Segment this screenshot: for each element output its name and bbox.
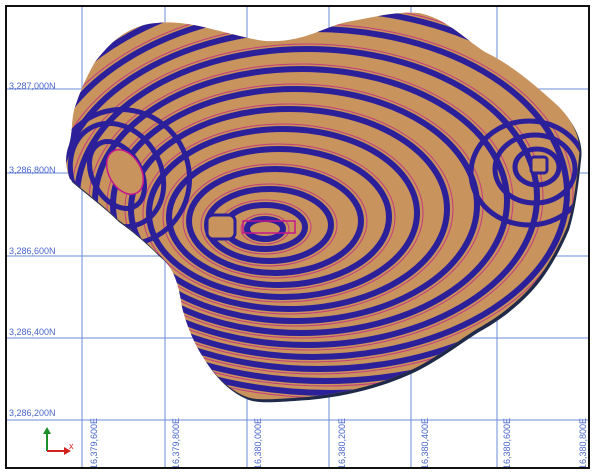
peak-contour	[242, 220, 296, 234]
contour-line	[492, 132, 578, 206]
northing-label: 3,286,600N	[9, 246, 56, 256]
peak-contour	[105, 148, 145, 196]
axis-indicator: x	[43, 427, 93, 461]
contour-line	[182, 163, 368, 279]
peak-contours	[105, 148, 549, 241]
map-viewport[interactable]: 3,287,000N 3,286,800N 3,286,600N 3,286,4…	[5, 5, 590, 469]
contour-line	[186, 166, 364, 276]
contour-line	[244, 216, 286, 242]
easting-label: 16,380,800E	[578, 417, 588, 469]
contour-line	[66, 12, 580, 372]
easting-label: 16,380,000E	[253, 417, 263, 469]
easting-label: 16,380,600E	[502, 417, 512, 469]
contour-line	[200, 183, 338, 267]
contour-line	[66, 12, 580, 387]
contour-line	[142, 123, 424, 303]
contour-line	[66, 106, 193, 248]
axis-x-label: x	[69, 441, 74, 451]
contour-line	[146, 126, 420, 300]
northing-label: 3,286,800N	[9, 165, 56, 175]
peak-contour	[205, 213, 237, 241]
peak-contour	[529, 155, 549, 175]
contour-line	[468, 118, 580, 228]
northing-label: 3,286,200N	[9, 408, 56, 418]
contour-line	[166, 146, 392, 288]
contour-line	[66, 12, 580, 396]
easting-label: 16,380,200E	[337, 417, 347, 469]
contour-line	[66, 12, 580, 375]
northing-label: 3,287,000N	[9, 81, 56, 91]
contour-line	[512, 146, 562, 188]
contour-line	[162, 143, 396, 291]
easting-label: 16,379,800E	[171, 417, 181, 469]
contour-line	[66, 12, 580, 384]
northing-label: 3,286,400N	[9, 327, 56, 337]
axis-arrows-icon	[43, 427, 71, 455]
contour-map[interactable]	[7, 7, 588, 467]
contour-line	[240, 213, 290, 245]
easting-label: 16,380,400E	[420, 417, 430, 469]
